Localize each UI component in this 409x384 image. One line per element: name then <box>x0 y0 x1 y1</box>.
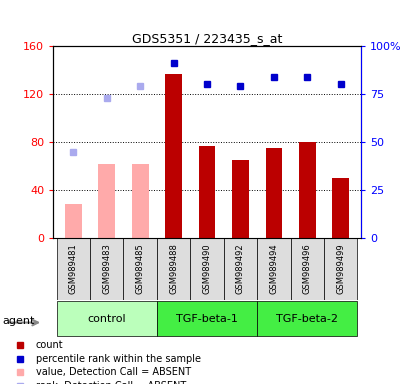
Bar <box>298 142 315 238</box>
Text: agent: agent <box>2 316 34 326</box>
Bar <box>132 164 148 238</box>
Text: control: control <box>87 314 126 324</box>
Text: GSM989496: GSM989496 <box>302 243 311 294</box>
Bar <box>198 146 215 238</box>
Bar <box>190 238 223 300</box>
Text: GSM989492: GSM989492 <box>236 243 244 294</box>
Text: TGF-beta-2: TGF-beta-2 <box>276 314 337 324</box>
Bar <box>165 74 182 238</box>
Text: TGF-beta-1: TGF-beta-1 <box>176 314 237 324</box>
Bar <box>157 301 256 336</box>
Bar <box>90 238 123 300</box>
Bar <box>56 301 157 336</box>
Text: rank, Detection Call = ABSENT: rank, Detection Call = ABSENT <box>36 381 186 384</box>
Text: GSM989499: GSM989499 <box>335 243 344 294</box>
Text: GSM989488: GSM989488 <box>169 243 178 294</box>
Text: GSM989483: GSM989483 <box>102 243 111 294</box>
Text: GSM989490: GSM989490 <box>202 243 211 294</box>
Text: count: count <box>36 340 63 350</box>
Text: percentile rank within the sample: percentile rank within the sample <box>36 354 200 364</box>
Bar <box>290 238 323 300</box>
Bar <box>256 301 357 336</box>
Bar <box>256 238 290 300</box>
Bar <box>223 238 256 300</box>
Text: GSM989481: GSM989481 <box>69 243 78 294</box>
Bar <box>65 204 81 238</box>
Bar <box>231 160 248 238</box>
Title: GDS5351 / 223435_s_at: GDS5351 / 223435_s_at <box>132 32 281 45</box>
Text: GSM989485: GSM989485 <box>135 243 144 294</box>
Bar <box>98 164 115 238</box>
Bar <box>123 238 157 300</box>
Text: value, Detection Call = ABSENT: value, Detection Call = ABSENT <box>36 367 191 377</box>
Bar <box>323 238 357 300</box>
Bar <box>265 148 281 238</box>
Text: GSM989494: GSM989494 <box>269 243 278 294</box>
Bar <box>332 178 348 238</box>
Bar <box>157 238 190 300</box>
Bar <box>56 238 90 300</box>
